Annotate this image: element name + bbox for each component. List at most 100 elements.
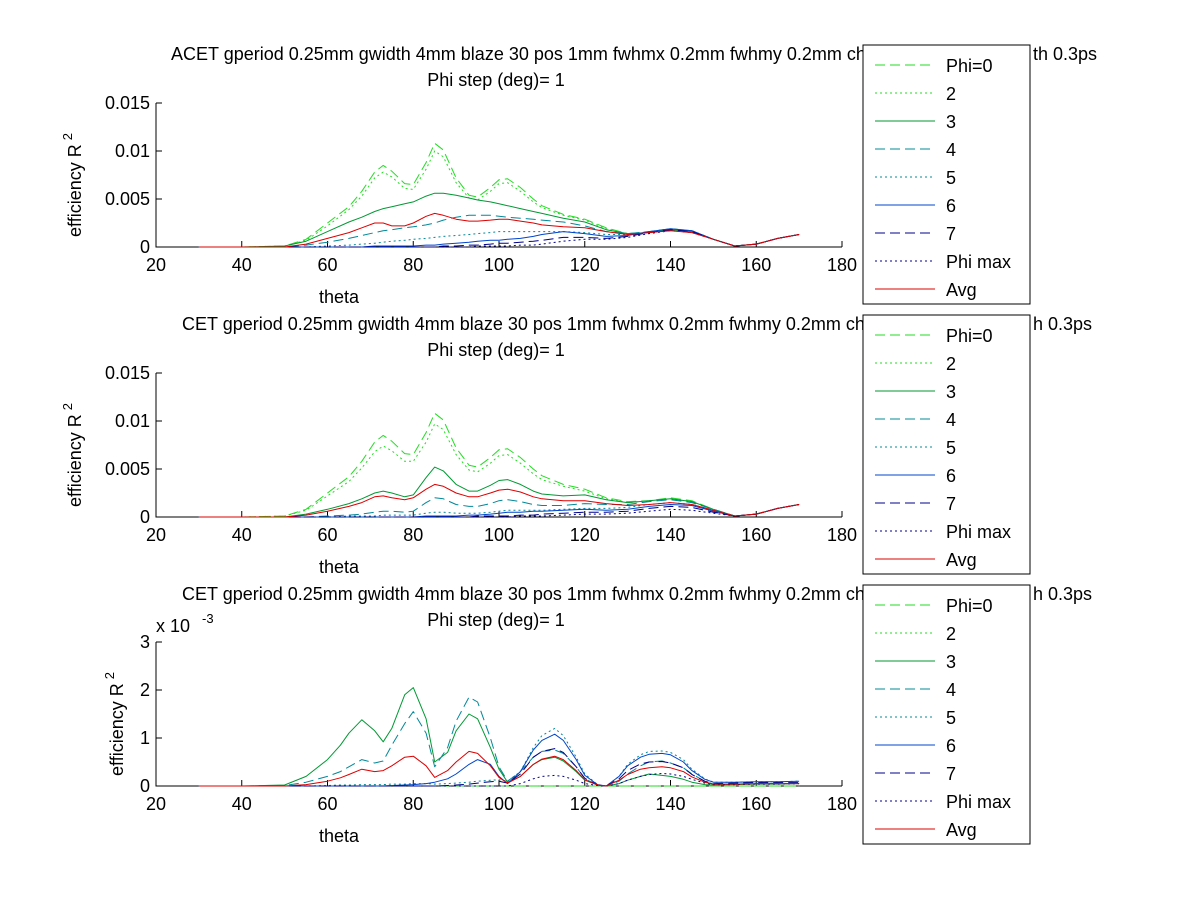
- legend-label: 5: [946, 438, 956, 458]
- y-axis-label-text: efficiency R: [65, 414, 85, 507]
- chart-subtitle: Phi step (deg)= 1: [427, 70, 565, 90]
- series-line-2: [198, 150, 800, 248]
- legend-label: 4: [946, 410, 956, 430]
- x-tick-label: 180: [827, 794, 857, 814]
- legend-label: 4: [946, 680, 956, 700]
- y-tick-label: 0.005: [105, 189, 150, 209]
- x-tick-label: 120: [570, 525, 600, 545]
- legend-label: 3: [946, 652, 956, 672]
- series-line-phi-max: [198, 504, 800, 518]
- legend-label: Avg: [946, 820, 977, 840]
- x-tick-label: 60: [317, 525, 337, 545]
- y-axis-label-text: efficiency R: [65, 144, 85, 237]
- x-tick-label: 80: [403, 255, 423, 275]
- y-tick-label: 0.015: [105, 93, 150, 113]
- y-tick-label: 1: [140, 728, 150, 748]
- x-tick-label: 20: [146, 794, 166, 814]
- chart-title-tail: h 0.3ps: [1033, 584, 1092, 604]
- x-tick-label: 40: [232, 525, 252, 545]
- x-tick-label: 100: [484, 525, 514, 545]
- series-line-7: [198, 504, 800, 518]
- series-line-avg: [198, 212, 800, 248]
- x-tick-label: 180: [827, 525, 857, 545]
- legend-label: 6: [946, 736, 956, 756]
- x-axis-label: theta: [319, 557, 360, 577]
- x-tick-label: 60: [317, 794, 337, 814]
- series-line-avg: [198, 750, 800, 787]
- chart-title: CET gperiod 0.25mm gwidth 4mm blaze 30 p…: [182, 314, 926, 334]
- chart-panel-2: CET gperiod 0.25mm gwidth 4mm blaze 30 p…: [60, 314, 1092, 577]
- x-tick-label: 80: [403, 794, 423, 814]
- chart-title-tail: h 0.3ps: [1033, 314, 1092, 334]
- x-tick-label: 20: [146, 525, 166, 545]
- series-line-4: [198, 214, 800, 248]
- series-line-3: [198, 466, 800, 518]
- y-axis-label-superscript: 2: [102, 672, 117, 679]
- y-tick-label: 0.015: [105, 363, 150, 383]
- series-line-phi-max: [198, 773, 800, 787]
- series-line-2: [198, 423, 800, 518]
- legend-label: 7: [946, 494, 956, 514]
- chart-title: CET gperiod 0.25mm gwidth 4mm blaze 30 p…: [182, 584, 926, 604]
- x-tick-label: 20: [146, 255, 166, 275]
- legend-label: Phi max: [946, 252, 1011, 272]
- x-tick-label: 160: [741, 255, 771, 275]
- x-tick-label: 80: [403, 525, 423, 545]
- y-axis-label: efficiency R 2: [60, 133, 85, 237]
- x-axis-label: theta: [319, 287, 360, 307]
- y-axis-label: efficiency R 2: [102, 672, 127, 776]
- legend: Phi=0 2 3 4 5 6 7 Phi max Avg: [862, 44, 1031, 305]
- series-line-3: [198, 192, 800, 248]
- y-tick-label: 0: [140, 237, 150, 257]
- x-tick-label: 100: [484, 794, 514, 814]
- x-tick-label: 100: [484, 255, 514, 275]
- series-line-avg: [198, 483, 800, 518]
- y-tick-label: 0.01: [115, 141, 150, 161]
- x-axis-label: theta: [319, 826, 360, 846]
- chart-title-tail: th 0.3ps: [1033, 44, 1097, 64]
- legend-label: 7: [946, 224, 956, 244]
- legend-label: Phi max: [946, 792, 1011, 812]
- series-line-phi-0: [198, 412, 800, 518]
- legend-label: Phi=0: [946, 326, 993, 346]
- legend-label: 7: [946, 764, 956, 784]
- x-tick-label: 180: [827, 255, 857, 275]
- legend-label: Phi max: [946, 522, 1011, 542]
- legend-label: Avg: [946, 550, 977, 570]
- y-tick-label: 2: [140, 680, 150, 700]
- legend: Phi=0 2 3 4 5 6 7 Phi max Avg: [862, 584, 1031, 845]
- x-tick-label: 160: [741, 794, 771, 814]
- chart-subtitle: Phi step (deg)= 1: [427, 340, 565, 360]
- y-tick-label: 0: [140, 507, 150, 527]
- legend-label: Avg: [946, 280, 977, 300]
- x-tick-label: 140: [655, 255, 685, 275]
- x-tick-label: 60: [317, 255, 337, 275]
- chart-subtitle: Phi step (deg)= 1: [427, 610, 565, 630]
- legend-label: 6: [946, 466, 956, 486]
- legend-label: 5: [946, 168, 956, 188]
- series-line-7: [198, 229, 800, 248]
- y-axis-label-text: efficiency R: [107, 683, 127, 776]
- x-tick-label: 120: [570, 794, 600, 814]
- y-tick-label: 0: [140, 776, 150, 796]
- legend-label: Phi=0: [946, 56, 993, 76]
- y-axis-label-superscript: 2: [60, 133, 75, 140]
- x-tick-label: 140: [655, 525, 685, 545]
- y-axis-label-superscript: 2: [60, 403, 75, 410]
- y-exponent-superscript: -3: [202, 611, 214, 626]
- y-tick-label: 0.01: [115, 411, 150, 431]
- y-tick-label: 3: [140, 632, 150, 652]
- series-line-7: [198, 748, 800, 787]
- legend-label: 3: [946, 382, 956, 402]
- legend-label: 2: [946, 84, 956, 104]
- y-tick-label: 0.005: [105, 459, 150, 479]
- chart-panel-3: CET gperiod 0.25mm gwidth 4mm blaze 30 p…: [102, 584, 1092, 846]
- legend: Phi=0 2 3 4 5 6 7 Phi max Avg: [862, 314, 1031, 575]
- y-exponent-label: x 10: [156, 616, 190, 636]
- x-tick-label: 140: [655, 794, 685, 814]
- legend-label: 6: [946, 196, 956, 216]
- x-tick-label: 40: [232, 255, 252, 275]
- legend-label: 2: [946, 354, 956, 374]
- x-tick-label: 40: [232, 794, 252, 814]
